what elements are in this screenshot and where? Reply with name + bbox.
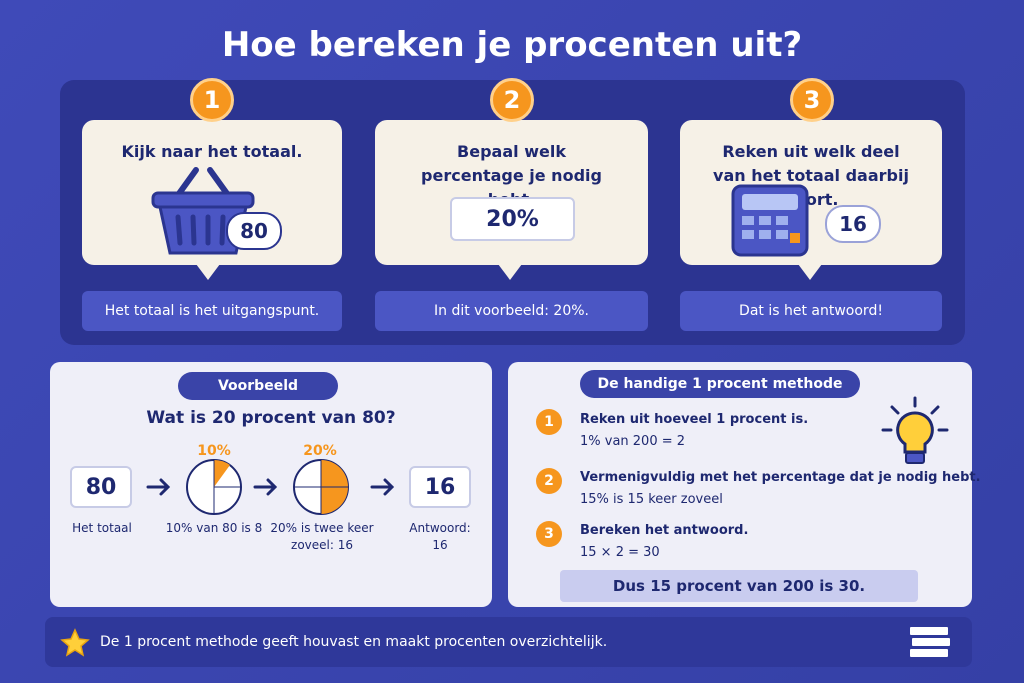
- books-icon: [908, 625, 952, 659]
- badge: 16: [825, 205, 881, 243]
- method-number: 2: [536, 468, 562, 494]
- method-detail: 1% van 200 = 2: [580, 434, 686, 449]
- star-icon: [60, 628, 90, 657]
- step-card: Bepaal welk percentage je nodig hebt.: [375, 120, 648, 265]
- badge: 80: [226, 212, 282, 250]
- question: Wat is 20 procent van 80?: [146, 408, 396, 428]
- step-text: Kijk naar het totaal.: [121, 142, 303, 161]
- step-number: 1: [190, 78, 234, 122]
- badge: 20%: [450, 197, 575, 241]
- footer-text: De 1 procent methode geeft houvast en ma…: [100, 634, 608, 650]
- tail: [498, 264, 522, 280]
- method-detail: 15 × 2 = 30: [580, 545, 660, 560]
- flow-caption: Antwoord: 16: [409, 521, 471, 552]
- method-detail: 15% is 15 keer zoveel: [580, 492, 723, 507]
- step-caption: Dat is het antwoord!: [680, 291, 942, 331]
- conclusion: Dus 15 procent van 200 is 30.: [560, 570, 918, 602]
- step-caption: Het totaal is het uitgangspunt.: [82, 291, 342, 331]
- basket-icon: [151, 167, 255, 255]
- method-number: 1: [536, 409, 562, 435]
- method-number: 3: [536, 521, 562, 547]
- step-number: 3: [790, 78, 834, 122]
- flow-caption: 20% is twee keer zoveel: 16: [270, 521, 374, 552]
- flow-caption: 10% van 80 is 8: [165, 521, 263, 535]
- tail: [798, 264, 822, 280]
- bulb-icon: [881, 396, 949, 464]
- title: Hoe bereken je procenten uit?: [221, 25, 803, 65]
- flow-icons: [146, 459, 395, 515]
- method-text: Bereken het antwoord.: [580, 523, 749, 538]
- flow-caption: Het totaal: [72, 521, 132, 535]
- step-card: Reken uit welk deel van het totaal daarb…: [680, 120, 942, 265]
- method-text: Reken uit hoeveel 1 procent is.: [580, 412, 809, 427]
- example-label: Voorbeeld: [178, 372, 338, 400]
- method-label: De handige 1 procent methode: [580, 370, 860, 398]
- calculator-icon: [731, 184, 809, 257]
- method-text: Vermenigvuldig met het percentage dat je…: [580, 470, 981, 485]
- pie-label: 20%: [303, 443, 337, 459]
- flow-value: 80: [70, 466, 132, 508]
- pie-label: 10%: [197, 443, 231, 459]
- footer-bar: [45, 617, 972, 667]
- method-panel: [508, 362, 972, 607]
- tail: [196, 264, 220, 280]
- step-number: 2: [490, 78, 534, 122]
- flow-value: 16: [409, 466, 471, 508]
- step-caption: In dit voorbeeld: 20%.: [375, 291, 648, 331]
